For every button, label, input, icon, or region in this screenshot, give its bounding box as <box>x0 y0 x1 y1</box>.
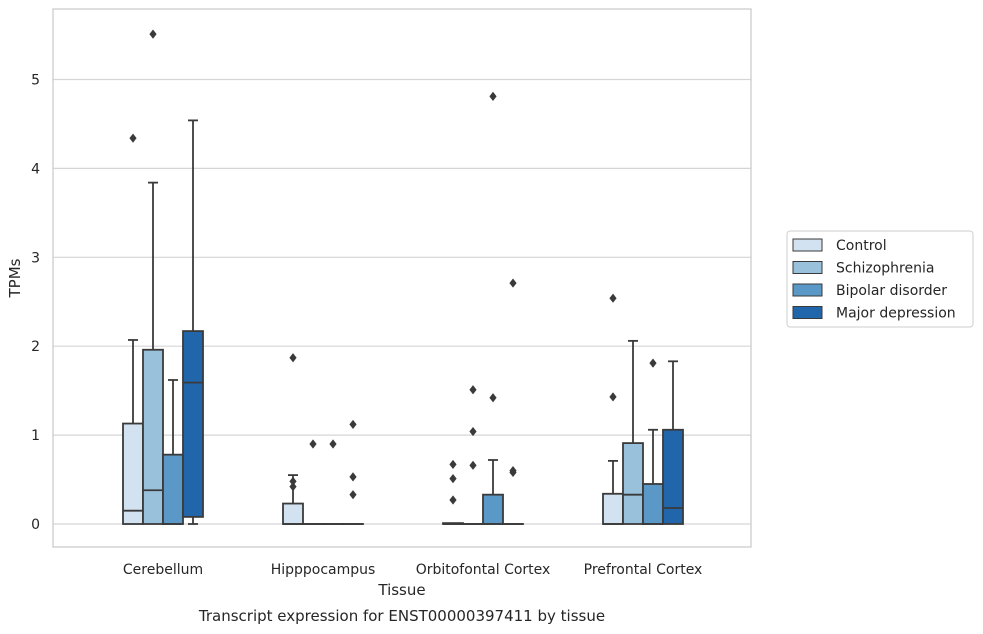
box-major-depression <box>502 278 524 525</box>
y-tick-labels: 0 1 2 3 4 5 <box>31 73 40 534</box>
box-bipolar-disorder <box>482 91 504 525</box>
legend-swatch <box>792 306 823 319</box>
outlier-point <box>449 459 457 470</box>
outlier-point <box>469 385 477 395</box>
outlier-point <box>609 293 617 303</box>
outlier-point <box>289 353 297 363</box>
box-major-depression <box>182 119 204 525</box>
plot-frame <box>52 8 752 548</box>
box-schizophrenia <box>622 339 644 525</box>
outlier-point <box>449 495 457 505</box>
box-iqr <box>482 493 504 525</box>
x-tick-label: Hipppocampus <box>271 562 376 578</box>
box-iqr <box>142 348 164 525</box>
box-major-depression <box>342 419 364 525</box>
outlier-point <box>149 29 157 39</box>
legend-label: Schizophrenia <box>836 261 934 277</box>
box-iqr <box>642 483 664 525</box>
outlier-point <box>649 358 657 368</box>
y-tick-label: 1 <box>31 428 40 444</box>
outlier-point <box>469 460 477 470</box>
legend: Control Schizophrenia Bipolar disorder Majo… <box>786 230 974 328</box>
legend-swatch <box>792 261 823 274</box>
outlier-point <box>289 482 297 492</box>
box-bipolar-disorder <box>322 439 344 525</box>
legend-swatch <box>792 238 823 252</box>
outlier-point <box>349 472 357 482</box>
y-tick-label: 3 <box>31 250 40 266</box>
outlier-point <box>449 474 457 484</box>
x-tick-label: Orbitofontal Cortex <box>416 562 551 578</box>
y-tick-label: 5 <box>31 73 40 89</box>
box-schizophrenia <box>142 29 164 525</box>
outlier-point <box>509 467 517 478</box>
box-major-depression <box>662 360 684 525</box>
x-axis-title: Tissue <box>377 581 425 599</box>
box-iqr <box>662 428 684 525</box>
legend-frame <box>786 230 974 328</box>
legend-label: Control <box>836 238 887 254</box>
outlier-point <box>489 91 497 101</box>
box-iqr <box>122 422 144 525</box>
outlier-point <box>289 476 297 486</box>
legend-label: Bipolar disorder <box>836 283 947 299</box>
box-control <box>122 133 144 525</box>
y-axis-title: TPMs <box>6 258 24 298</box>
box-schizophrenia <box>302 439 324 525</box>
box-control <box>442 459 464 525</box>
box-control <box>282 353 304 525</box>
outlier-point <box>329 439 337 449</box>
outlier-point <box>349 490 357 500</box>
x-tick-label: Prefrontal Cortex <box>584 562 703 578</box>
outlier-point <box>349 419 357 430</box>
box-iqr <box>602 492 624 525</box>
box-schizophrenia <box>462 385 484 525</box>
outlier-point <box>309 439 317 449</box>
outlier-point <box>129 133 137 143</box>
y-tick-label: 2 <box>31 339 40 355</box>
box-iqr <box>622 442 644 525</box>
box-iqr <box>282 502 304 525</box>
figure-caption: Transcript expression for ENST0000039741… <box>198 607 605 625</box>
y-tick-label: 4 <box>31 161 40 177</box>
box-groups <box>122 29 684 525</box>
legend-label: Major depression <box>836 306 956 322</box>
y-tick-label: 0 <box>31 517 40 533</box>
box-bipolar-disorder <box>162 379 184 525</box>
x-tick-label: Cerebellum <box>123 562 203 578</box>
outlier-point <box>469 426 477 437</box>
x-tick-labels: Cerebellum Hipppocampus Orbitofontal Corte… <box>123 562 702 578</box>
outlier-point <box>509 278 517 288</box>
legend-swatch <box>792 283 823 297</box>
outlier-point <box>489 393 497 403</box>
outlier-point <box>609 392 617 402</box>
box-control <box>602 293 624 525</box>
box-iqr <box>182 330 204 518</box>
box-iqr <box>162 453 184 525</box>
box-bipolar-disorder <box>642 358 664 525</box>
